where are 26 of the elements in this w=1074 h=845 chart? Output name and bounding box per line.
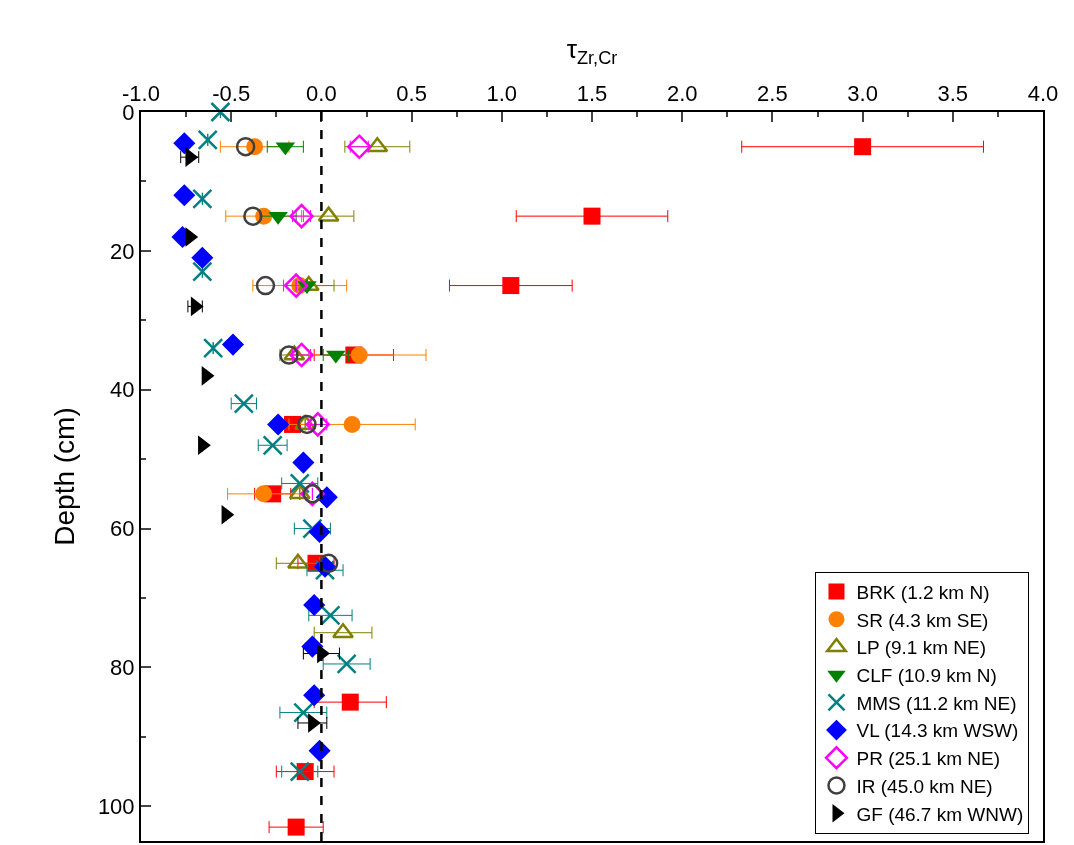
y-tick-label: 60 — [110, 516, 135, 542]
x-tick-label: 0.5 — [396, 81, 427, 107]
y-tick-label: 20 — [110, 238, 135, 264]
x-tick-label: -0.5 — [212, 81, 251, 107]
x-tick-label: 0.0 — [306, 81, 337, 107]
x-tick-label: 3.5 — [937, 81, 969, 107]
x-tick-label: 4.0 — [1027, 81, 1059, 107]
x-tick-label: 1.0 — [486, 81, 518, 107]
y-tick-label: 40 — [110, 377, 135, 403]
y-tick-label: 100 — [97, 793, 135, 819]
legend-label: IR (45.0 km NE) — [856, 775, 993, 797]
legend-label: SR (4.3 km SE) — [856, 609, 989, 631]
legend-label: MMS (11.2 km NE) — [856, 692, 1017, 714]
y-axis-title: Depth (cm) — [49, 407, 81, 546]
legend-label: GF (46.7 km WNW) — [856, 803, 1024, 825]
legend-label: VL (14.3 km WSW) — [856, 720, 1019, 742]
x-tick-label: 2.0 — [666, 81, 698, 107]
legend-label: PR (25.1 km NE) — [856, 748, 1001, 770]
x-tick-label: 1.5 — [576, 81, 608, 107]
legend-label: CLF (10.9 km N) — [856, 665, 997, 687]
x-tick-label: 3.0 — [847, 81, 878, 107]
legend-label: BRK (1.2 km N) — [856, 581, 990, 603]
legend-label: LP (9.1 km NE) — [856, 637, 986, 659]
y-tick-label: 80 — [110, 655, 135, 681]
x-axis-title: τ$_{Zr,Cr}$ — [566, 34, 618, 68]
x-tick-label: 2.5 — [757, 81, 788, 107]
